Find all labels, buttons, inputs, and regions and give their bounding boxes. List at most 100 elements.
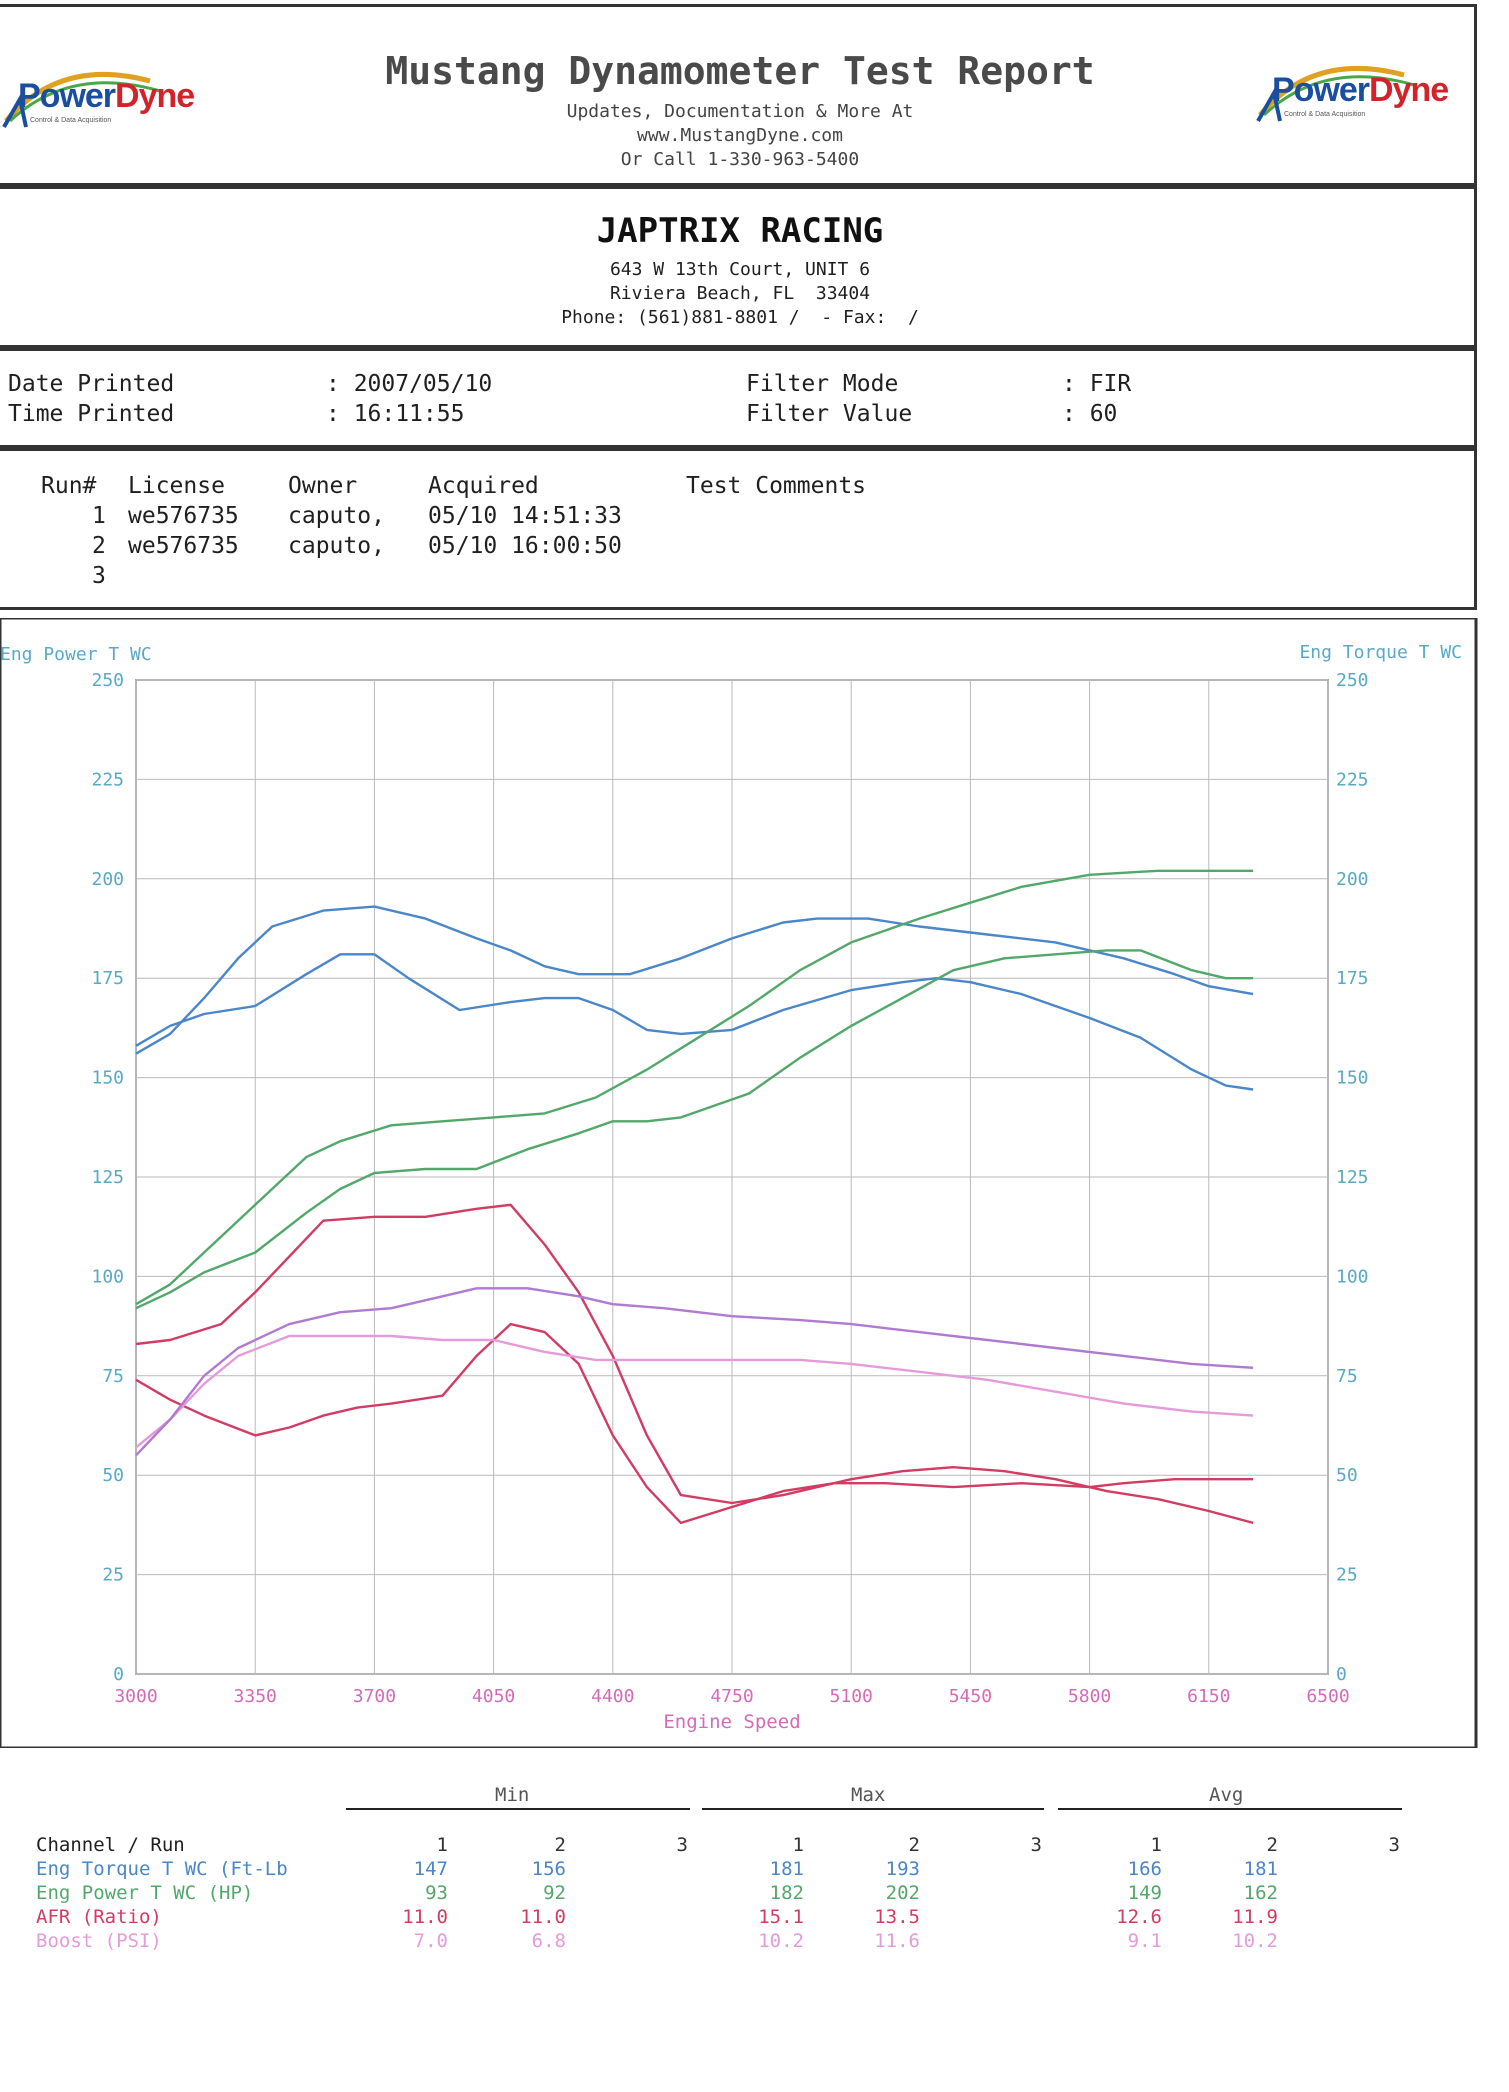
y-tick-label-left: 125 <box>91 1167 124 1188</box>
summary-max-power: 202 <box>885 1882 920 1904</box>
summary-max-boost: 11.6 <box>874 1930 920 1952</box>
summary-max-afr: 13.5 <box>874 1906 920 1928</box>
y-tick-label-right: 175 <box>1336 968 1369 989</box>
summary-max-boost: 10.2 <box>758 1930 804 1952</box>
x-tick-label: 6500 <box>1306 1686 1349 1707</box>
run-row-2-acquired: 05/10 16:00:50 <box>428 533 622 559</box>
y-tick-label-left: 0 <box>113 1664 124 1685</box>
x-tick-label: 4400 <box>591 1686 634 1707</box>
series-afr-run-1 <box>135 1322 1254 1525</box>
y-tick-label-left: 50 <box>102 1465 124 1486</box>
channel-name-boost: Boost (PSI) <box>36 1930 162 1952</box>
y-tick-label-left: 100 <box>91 1266 124 1287</box>
runs-box: Run# License Owner Acquired Test Comment… <box>0 448 1477 610</box>
channel-name-power: Eng Power T WC (HP) <box>36 1882 254 1904</box>
group-max-rule <box>702 1808 1044 1810</box>
summary-min-boost: 7.0 <box>413 1930 448 1952</box>
channel-name-torque: Eng Torque T WC (Ft-Lb <box>36 1858 288 1880</box>
runs-header-license: License <box>128 473 225 499</box>
run-col-header-avg: 1 <box>1150 1834 1162 1856</box>
x-tick-label: 3700 <box>353 1686 396 1707</box>
dyno-chart: 0 0 25 25 50 50 75 75 100 100 125 125 150 150 175 175 20… <box>0 618 1478 1748</box>
run-col-header-avg: 3 <box>1388 1834 1400 1856</box>
summary-min-power: 92 <box>543 1882 566 1904</box>
series-boost-run-2 <box>135 1287 1254 1457</box>
run-row-2-license: we576735 <box>128 533 239 559</box>
date-printed-label: Date Printed <box>8 371 175 397</box>
y-tick-label-right: 100 <box>1336 1266 1369 1287</box>
time-printed-label: Time Printed <box>8 401 175 427</box>
run-col-header-max: 2 <box>908 1834 920 1856</box>
run-col-header-avg: 2 <box>1266 1834 1278 1856</box>
y-tick-label-left: 75 <box>102 1366 124 1387</box>
filter-value-label: Filter Value <box>746 401 913 427</box>
runs-header-comments: Test Comments <box>686 473 867 499</box>
x-tick-label: 5100 <box>830 1686 873 1707</box>
summary-min-afr: 11.0 <box>520 1906 566 1928</box>
powerdyne-logo-left: PowerDyne Control & Data Acquisition <box>0 51 200 131</box>
run-col-header-max: 3 <box>1030 1834 1042 1856</box>
logo-tagline: Control & Data Acquisition <box>1284 111 1366 118</box>
run-row-3-run: 3 <box>92 563 106 589</box>
summary-min-power: 93 <box>425 1882 448 1904</box>
logo-word-a: Power <box>18 77 116 115</box>
x-tick-label: 3000 <box>114 1686 157 1707</box>
y-tick-label-right: 250 <box>1336 670 1369 691</box>
y-tick-label-left: 200 <box>91 869 124 890</box>
summary-min-boost: 6.8 <box>531 1930 566 1952</box>
summary-avg-power: 162 <box>1243 1882 1278 1904</box>
y-tick-label-right: 150 <box>1336 1068 1369 1089</box>
run-row-2-owner: caputo, <box>288 533 385 559</box>
run-col-header-min: 1 <box>436 1834 448 1856</box>
y-tick-label-left: 250 <box>91 670 124 691</box>
x-tick-label: 3350 <box>234 1686 277 1707</box>
logo-word-b: Dyne <box>1369 71 1449 109</box>
x-tick-label: 5800 <box>1068 1686 1111 1707</box>
x-tick-label: 6150 <box>1187 1686 1230 1707</box>
series-torque-run-1 <box>135 953 1254 1091</box>
y-tick-label-right: 125 <box>1336 1167 1369 1188</box>
logo-word-b: Dyne <box>115 77 195 115</box>
series-power-run-2 <box>135 869 1254 1306</box>
group-max-label: Max <box>851 1784 886 1806</box>
runs-header-owner: Owner <box>288 473 358 499</box>
run-row-1-owner: caputo, <box>288 503 385 529</box>
y-tick-label-left: 175 <box>91 968 124 989</box>
report-title: Mustang Dynamometer Test Report <box>385 49 1095 93</box>
y-tick-label-right: 0 <box>1336 1664 1347 1685</box>
summary-avg-afr: 11.9 <box>1232 1906 1278 1928</box>
filter-value-value: : 60 <box>1062 401 1118 427</box>
y-tick-label-right: 200 <box>1336 869 1369 890</box>
channel-run-header: Channel / Run <box>36 1834 185 1856</box>
y-tick-label-right: 25 <box>1336 1565 1358 1586</box>
run-col-header-min: 3 <box>676 1834 688 1856</box>
powerdyne-logo-right: PowerDyne Control & Data Acquisition <box>1254 45 1454 125</box>
y-tick-label-left: 25 <box>102 1565 124 1586</box>
summary-max-afr: 15.1 <box>758 1906 804 1928</box>
summary-max-power: 182 <box>769 1882 804 1904</box>
summary-avg-boost: 9.1 <box>1127 1930 1162 1952</box>
summary-avg-torque: 166 <box>1127 1858 1162 1880</box>
run-col-header-max: 1 <box>792 1834 804 1856</box>
series-torque-run-2 <box>135 905 1254 1055</box>
channel-name-afr: AFR (Ratio) <box>36 1906 162 1928</box>
summary-min-torque: 147 <box>413 1858 448 1880</box>
runs-header-run: Run# <box>41 473 97 499</box>
x-tick-label: 5450 <box>949 1686 992 1707</box>
header-line-3: Or Call 1-330-963-5400 <box>620 149 860 170</box>
filter-mode-label: Filter Mode <box>746 371 899 397</box>
summary-avg-torque: 181 <box>1243 1858 1278 1880</box>
y-tick-label-left: 150 <box>91 1068 124 1089</box>
group-min-rule <box>346 1808 690 1810</box>
run-row-1-acquired: 05/10 14:51:33 <box>428 503 622 529</box>
y-axis-label-left: Eng Power T WC <box>0 644 152 665</box>
chart-border <box>0 618 1478 1748</box>
y-tick-label-left: 225 <box>91 769 124 790</box>
summary-min-afr: 11.0 <box>402 1906 448 1928</box>
runs-header-acquired: Acquired <box>428 473 539 499</box>
run-row-1-run: 1 <box>92 503 106 529</box>
run-row-1-license: we576735 <box>128 503 239 529</box>
y-tick-label-right: 50 <box>1336 1465 1358 1486</box>
y-tick-label-right: 225 <box>1336 769 1369 790</box>
logo-swoosh-icon <box>1256 66 1415 122</box>
